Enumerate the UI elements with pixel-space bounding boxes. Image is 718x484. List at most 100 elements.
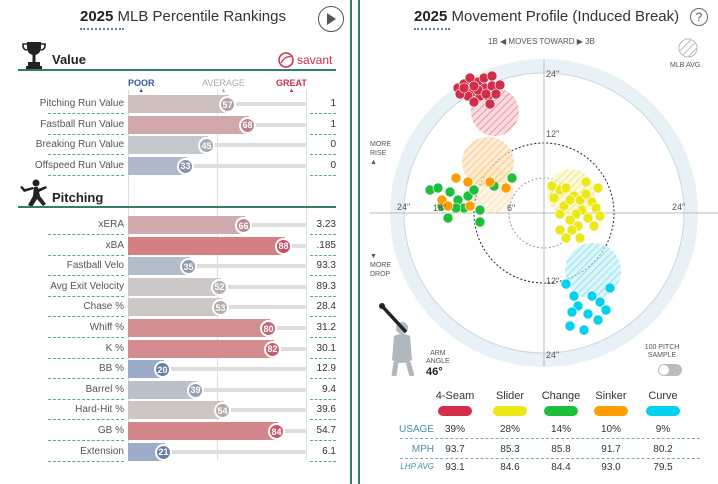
value-row[interactable]: Breaking Run Value 45 0 — [0, 135, 352, 155]
pitch-dot-4-seam[interactable] — [490, 88, 502, 100]
pitching-row[interactable]: Extension 21 6.1 — [0, 442, 352, 462]
pitch-dot-4-seam[interactable] — [486, 70, 498, 82]
value-percentile-badge: 45 — [198, 137, 215, 154]
pitch-dot-curve[interactable] — [600, 304, 612, 316]
row-divider — [48, 133, 124, 135]
pitch-dot-slider[interactable] — [580, 176, 592, 188]
pitch-dot-curve[interactable] — [560, 278, 572, 290]
pitch-dot-change[interactable] — [468, 184, 480, 196]
savant-brand[interactable]: savant — [278, 52, 332, 68]
pitch-dot-curve[interactable] — [568, 290, 580, 302]
pitch-dot-change[interactable] — [506, 172, 518, 184]
pitch-dot-sinker[interactable] — [442, 200, 454, 212]
pitch-dot-slider[interactable] — [554, 224, 566, 236]
value-divider — [310, 133, 336, 135]
pitching-value: 6.1 — [322, 445, 336, 457]
pitch-dot-curve[interactable] — [578, 324, 590, 336]
pitch-dot-change[interactable] — [474, 216, 486, 228]
pitch-type-header[interactable]: 4-Seam — [435, 390, 475, 402]
pitch-dot-4-seam[interactable] — [484, 98, 496, 110]
pitching-percentile-badge: 82 — [264, 340, 281, 358]
pitch-color-swatch[interactable] — [438, 406, 472, 416]
pitch-dot-4-seam[interactable] — [494, 79, 506, 91]
pitch-color-swatch[interactable] — [646, 406, 680, 416]
pitching-row[interactable]: Fastball Velo 35 93.3 — [0, 256, 352, 277]
pitching-row[interactable]: K % 82 30.1 — [0, 339, 352, 359]
pitch-dot-sinker[interactable] — [450, 172, 462, 184]
pitch-dot-slider[interactable] — [564, 194, 576, 206]
value-divider — [310, 295, 336, 297]
pitch-dot-curve[interactable] — [594, 296, 606, 308]
pitcher-icon — [20, 179, 47, 207]
pitching-row[interactable]: xBA 88 .185 — [0, 236, 352, 256]
pitch-dot-change[interactable] — [444, 186, 456, 198]
pitching-bar — [128, 319, 270, 337]
percentile-title: 2025 MLB Percentile Rankings — [80, 8, 286, 25]
pitching-row[interactable]: xERA 66 3.23 — [0, 215, 352, 235]
pitching-label: Whiff % — [89, 322, 124, 333]
pitching-row[interactable]: GB % 84 54.7 — [0, 421, 352, 441]
pitch-dot-slider[interactable] — [560, 182, 572, 194]
pitch-dot-change[interactable] — [474, 204, 486, 216]
pitch-lhp-cell: 93.0 — [601, 462, 621, 473]
pitch-dot-sinker[interactable] — [484, 176, 496, 188]
pitch-dot-slider[interactable] — [592, 182, 604, 194]
pitching-row[interactable]: Barrel % 39 9.4 — [0, 380, 352, 400]
pitch-dot-curve[interactable] — [566, 306, 578, 318]
pitching-label: Extension — [80, 445, 124, 457]
pitch-dot-sinker[interactable] — [462, 176, 474, 188]
pitch-lhp-cell: 79.5 — [653, 462, 673, 473]
pitching-row[interactable]: Avg Exit Velocity 52 89.3 — [0, 277, 352, 297]
pitch-color-swatch[interactable] — [493, 406, 527, 416]
pitching-row[interactable]: Hard-Hit % 54 39.6 — [0, 400, 352, 421]
row-divider — [48, 234, 124, 235]
pitch-dot-curve[interactable] — [592, 314, 604, 326]
pitch-mph-cell: 91.7 — [601, 444, 621, 455]
pitch-type-header[interactable]: Slider — [495, 390, 525, 402]
play-button[interactable] — [318, 6, 344, 32]
pitch-dot-slider[interactable] — [548, 192, 560, 204]
pitch-dot-slider[interactable] — [566, 224, 578, 236]
value-row[interactable]: Offspeed Run Value 33 0 — [0, 156, 352, 176]
value-divider — [310, 234, 336, 235]
pitch-dot-change[interactable] — [442, 212, 454, 224]
pitch-dot-curve[interactable] — [604, 282, 616, 294]
pitch-dot-curve[interactable] — [582, 308, 594, 320]
pitch-dot-curve[interactable] — [564, 320, 576, 332]
help-button[interactable]: ? — [690, 8, 708, 26]
pitch-dot-slider[interactable] — [580, 188, 592, 200]
pitch-dot-slider[interactable] — [588, 220, 600, 232]
pitch-dot-slider[interactable] — [564, 214, 576, 226]
pitching-bar — [128, 339, 274, 358]
pitch-dot-slider[interactable] — [594, 210, 606, 222]
pitch-dot-4-seam[interactable] — [468, 80, 480, 92]
pitch-type-header[interactable]: Curve — [648, 390, 678, 402]
value-row[interactable]: Fastball Run Value 68 1 — [0, 115, 352, 135]
pitch-dot-4-seam[interactable] — [480, 88, 492, 100]
pitch-color-swatch[interactable] — [594, 406, 628, 416]
pitch-dot-sinker[interactable] — [464, 200, 476, 212]
pitch-type-header[interactable]: Sinker — [595, 390, 627, 402]
pitch-color-swatch[interactable] — [544, 406, 578, 416]
pitching-row[interactable]: BB % 20 12.9 — [0, 359, 352, 380]
pitching-value: 54.7 — [316, 425, 336, 436]
pitching-row[interactable]: Chase % 53 28.4 — [0, 297, 352, 318]
pitch-sample-toggle[interactable] — [658, 364, 682, 376]
value-bar — [128, 156, 187, 175]
pitch-dot-change[interactable] — [432, 182, 444, 194]
value-divider — [310, 275, 336, 277]
pitch-dot-4-seam[interactable] — [468, 96, 480, 108]
value-row[interactable]: Pitching Run Value 57 1 — [0, 94, 352, 114]
pitch-type-header[interactable]: Change — [541, 390, 581, 402]
value-divider — [310, 460, 336, 462]
pitch-dot-sinker[interactable] — [500, 182, 512, 194]
pitch-dot-slider[interactable] — [560, 232, 572, 244]
value-divider — [310, 174, 336, 176]
pitching-row[interactable]: Whiff % 80 31.2 — [0, 318, 352, 338]
pitch-dot-slider[interactable] — [582, 212, 594, 224]
pitch-dot-slider[interactable] — [574, 232, 586, 244]
more-drop-label: ▼ MORE DROP — [370, 253, 391, 278]
movement-profile-panel: 2025 Movement Profile (Induced Break) ? — [358, 0, 718, 484]
pitch-dot-curve[interactable] — [586, 290, 598, 302]
pitch-dot-4-seam[interactable] — [458, 82, 470, 94]
